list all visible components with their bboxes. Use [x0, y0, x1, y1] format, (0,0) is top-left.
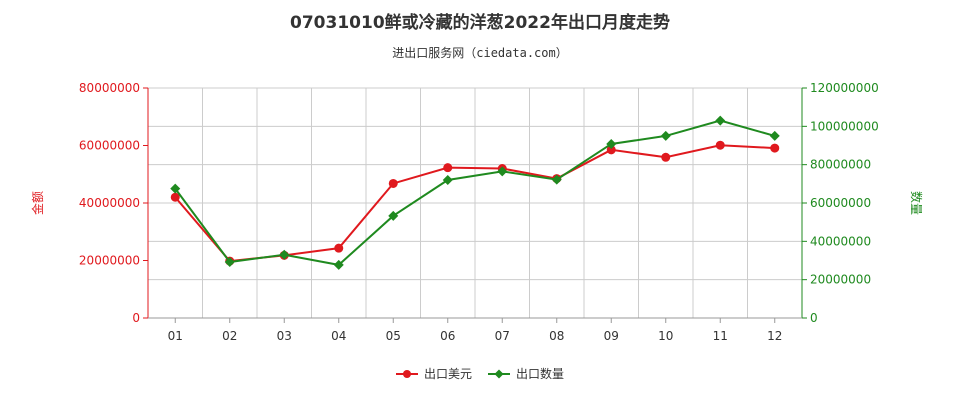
x-tick-label: 04: [331, 329, 346, 343]
legend-label: 出口美元: [424, 367, 472, 381]
x-tick-label: 10: [658, 329, 673, 343]
data-point-export-quantity: [497, 166, 508, 177]
x-tick-label: 02: [222, 329, 237, 343]
x-tick-label: 08: [549, 329, 564, 343]
right-tick-label: 80000000: [810, 158, 871, 172]
x-tick-label: 01: [168, 329, 183, 343]
series-line-export-quantity: [174, 119, 776, 266]
right-tick-label: 100000000: [810, 119, 879, 133]
data-point-export-quantity: [170, 183, 181, 194]
x-tick-label: 03: [277, 329, 292, 343]
left-tick-label: 60000000: [79, 139, 140, 153]
legend-marker: [494, 369, 504, 379]
data-point-export-value: [715, 140, 725, 150]
data-point-export-quantity: [388, 210, 399, 221]
x-tick-label: 11: [713, 329, 728, 343]
left-tick-label: 80000000: [79, 81, 140, 95]
right-tick-label: 120000000: [810, 81, 879, 95]
left-tick-label: 40000000: [79, 196, 140, 210]
data-point-export-quantity: [224, 257, 235, 268]
data-point-export-value: [606, 145, 616, 155]
data-point-export-value: [770, 143, 780, 153]
data-point-export-quantity: [279, 249, 290, 260]
right-tick-label: 20000000: [810, 273, 871, 287]
data-point-export-value: [661, 152, 671, 162]
data-point-export-quantity: [769, 130, 780, 141]
x-tick-label: 12: [767, 329, 782, 343]
right-tick-label: 60000000: [810, 196, 871, 210]
data-point-export-value: [443, 163, 453, 173]
data-point-export-quantity: [442, 175, 453, 185]
left-tick-label: 0: [132, 311, 140, 325]
data-point-export-quantity: [660, 130, 671, 141]
data-point-export-value: [388, 178, 398, 188]
x-tick-label: 07: [495, 329, 510, 343]
data-point-export-value: [334, 243, 344, 253]
chart-subtitle: 进出口服务网（ciedata.com）: [392, 46, 568, 60]
x-tick-label: 09: [604, 329, 619, 343]
data-point-export-value: [170, 192, 180, 202]
legend-marker: [403, 370, 411, 378]
right-tick-label: 40000000: [810, 234, 871, 248]
data-point-export-quantity: [333, 259, 344, 270]
data-point-export-quantity: [606, 138, 617, 149]
x-tick-label: 05: [386, 329, 401, 343]
right-tick-label: 0: [810, 311, 818, 325]
x-tick-label: 06: [440, 329, 455, 343]
left-axis-title: 金额: [30, 191, 45, 215]
right-axis-title: 数量: [909, 191, 924, 215]
left-tick-label: 20000000: [79, 254, 140, 268]
data-point-export-quantity: [715, 115, 726, 126]
legend-label: 出口数量: [516, 366, 564, 381]
chart-title: 07031010鲜或冷藏的洋葱2022年出口月度走势: [290, 13, 670, 33]
data-point-export-quantity: [551, 174, 562, 185]
